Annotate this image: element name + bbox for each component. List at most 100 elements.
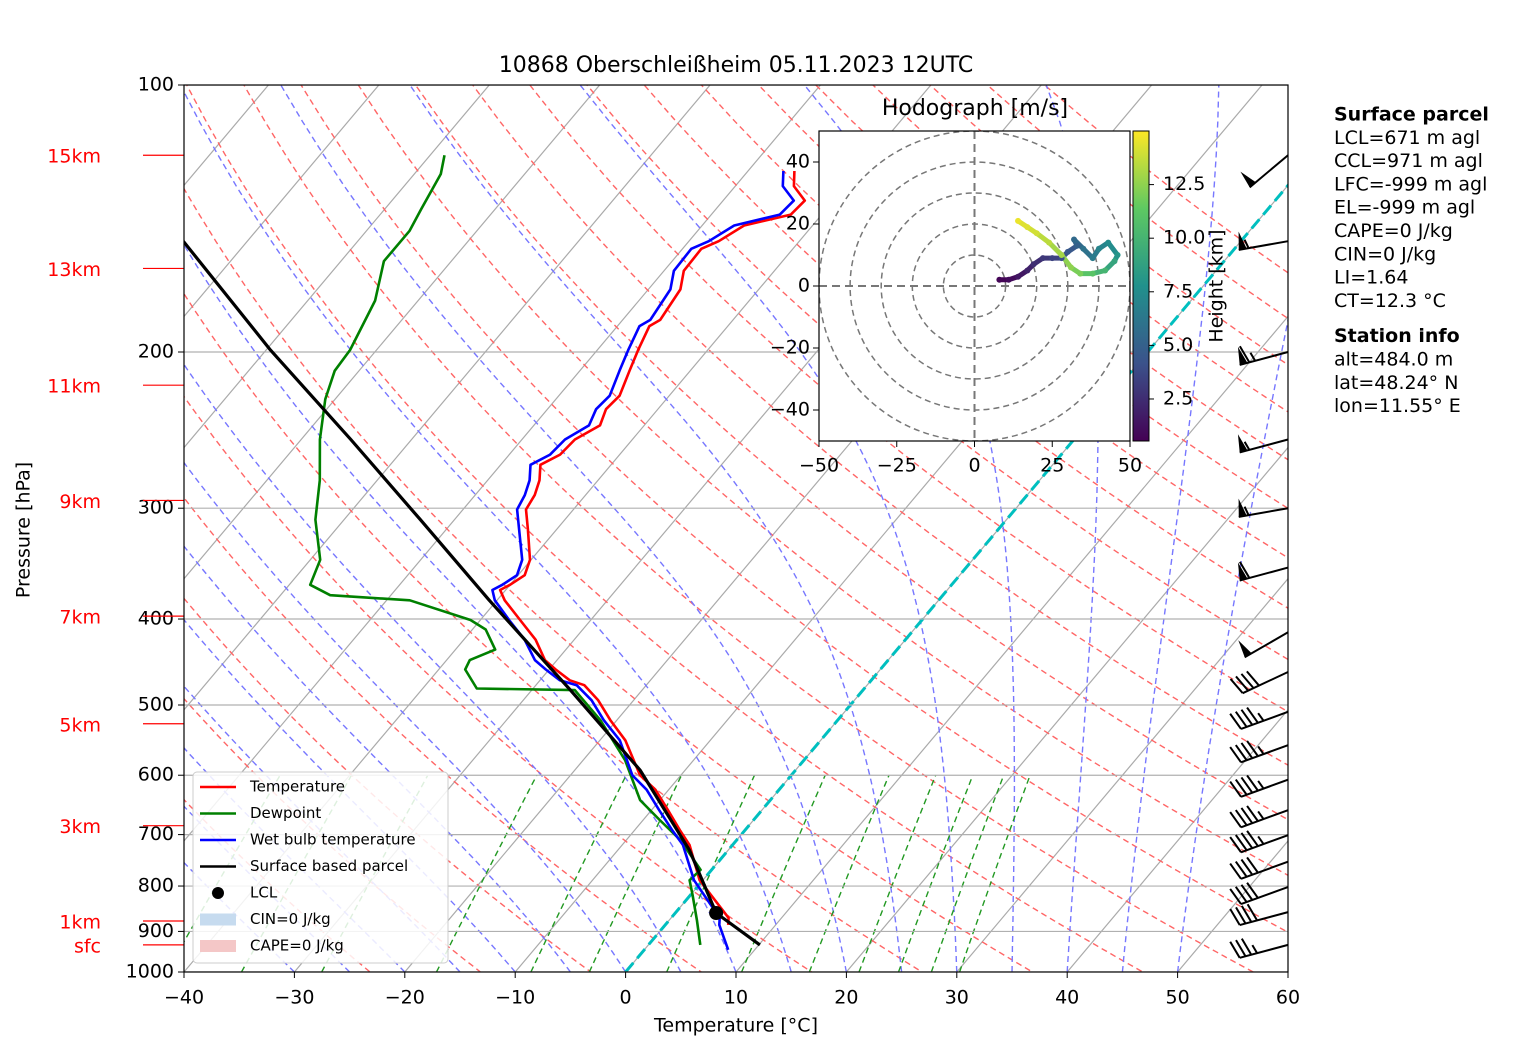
info-line: lon=11.55° E — [1334, 395, 1461, 417]
hodograph-point — [1090, 255, 1096, 261]
x-tick-label: −40 — [164, 987, 204, 1009]
hodograph-point — [1074, 243, 1080, 249]
lcl-marker — [709, 906, 723, 920]
height-label: 15km — [47, 146, 101, 168]
colorbar-tick-label: 12.5 — [1163, 173, 1205, 195]
height-label: 11km — [47, 376, 101, 398]
height-label: 5km — [59, 714, 101, 736]
legend-label: Wet bulb temperature — [250, 831, 416, 849]
y-tick-label: 800 — [138, 875, 174, 897]
y-tick-label: 40 — [786, 151, 810, 173]
hodograph-point — [1049, 255, 1055, 261]
y-tick-label: 400 — [138, 608, 174, 630]
info-line: CAPE=0 J/kg — [1334, 220, 1453, 242]
y-tick-label: 700 — [138, 823, 174, 845]
y-tick-label: 20 — [786, 213, 810, 235]
y-axis-label: Pressure [hPa] — [13, 462, 35, 598]
x-tick-label: −30 — [274, 987, 314, 1009]
height-label: 7km — [59, 607, 101, 629]
hodograph-point — [1034, 230, 1040, 236]
info-line: CT=12.3 °C — [1334, 290, 1446, 312]
colorbar-tick-label: 7.5 — [1163, 280, 1193, 302]
info-line: lat=48.24° N — [1334, 372, 1458, 394]
hodograph-point — [1024, 224, 1030, 230]
legend-label: Temperature — [249, 778, 345, 796]
y-tick-label: 0 — [798, 275, 810, 297]
hodograph-point — [1024, 268, 1030, 274]
height-label: 9km — [59, 491, 101, 513]
info-title: Station info — [1334, 325, 1460, 347]
x-axis-label: Temperature [°C] — [653, 1015, 818, 1037]
legend-label: Surface based parcel — [250, 857, 408, 875]
hodograph-point — [1080, 246, 1086, 252]
x-tick-label: 60 — [1276, 987, 1300, 1009]
info-line: LI=1.64 — [1334, 267, 1408, 289]
hodograph-point — [1071, 237, 1077, 243]
x-tick-label: 40 — [1055, 987, 1079, 1009]
hodograph-point — [1111, 258, 1117, 264]
x-tick-label: 0 — [620, 987, 632, 1009]
y-tick-label: 900 — [138, 920, 174, 942]
x-tick-label: −20 — [385, 987, 425, 1009]
hodograph-point — [1102, 268, 1108, 274]
y-tick-label: 600 — [138, 764, 174, 786]
info-line: CCL=971 m agl — [1334, 150, 1483, 172]
hodograph: −50 −25 0 25 50 −40 −20 0 20 40 2.5 5.0 7.5 10.0 12.5 — [770, 131, 1205, 477]
x-tick-label: 50 — [1166, 987, 1190, 1009]
y-tick-label: 500 — [138, 693, 174, 715]
legend-label: LCL — [250, 884, 278, 902]
info-line: CIN=0 J/kg — [1334, 243, 1436, 265]
info-line: EL=-999 m agl — [1334, 197, 1475, 219]
hodograph-point — [1006, 277, 1012, 283]
x-tick-label: −50 — [799, 455, 839, 477]
hodograph-title: Hodograph [m/s] — [882, 96, 1068, 121]
legend-swatch — [200, 940, 236, 952]
hodograph-point — [1065, 249, 1071, 255]
legend-label: CIN=0 J/kg — [250, 910, 331, 928]
legend: Temperature Dewpoint Wet bulb temperature S… — [193, 772, 448, 963]
hodograph-point — [1090, 271, 1096, 277]
hodograph-point — [1059, 252, 1065, 258]
info-title: Surface parcel — [1334, 104, 1489, 126]
x-tick-label: 10 — [724, 987, 748, 1009]
colorbar-tick-label: 2.5 — [1163, 387, 1193, 409]
height-label: 1km — [59, 912, 101, 934]
legend-swatch — [200, 914, 236, 926]
colorbar-tick-label: 10.0 — [1163, 227, 1205, 249]
legend-swatch — [212, 887, 224, 899]
info-line: LCL=671 m agl — [1334, 127, 1480, 149]
x-tick-label: −10 — [495, 987, 535, 1009]
x-tick-label: −25 — [877, 455, 917, 477]
x-tick-label: 50 — [1118, 455, 1142, 477]
height-label: sfc — [74, 935, 101, 957]
y-tick-label: −20 — [770, 337, 810, 359]
hodograph-point — [996, 277, 1002, 283]
height-label: 13km — [47, 259, 101, 281]
x-tick-label: 30 — [945, 987, 969, 1009]
hodograph-point — [1105, 240, 1111, 246]
x-tick-label: 25 — [1040, 455, 1064, 477]
hodograph-point — [1015, 274, 1021, 280]
info-line: alt=484.0 m — [1334, 349, 1453, 371]
colorbar-tick-label: 5.0 — [1163, 334, 1193, 356]
legend-label: CAPE=0 J/kg — [250, 937, 344, 955]
y-tick-label: 1000 — [126, 961, 174, 983]
chart-title: 10868 Oberschleißheim 05.11.2023 12UTC — [499, 53, 974, 78]
height-label: 3km — [59, 816, 101, 838]
legend-label: Dewpoint — [250, 804, 321, 822]
y-tick-label: −40 — [770, 399, 810, 421]
hodograph-point — [1015, 218, 1021, 224]
hodograph-point — [1115, 252, 1121, 258]
info-line: LFC=-999 m agl — [1334, 173, 1487, 195]
y-tick-label: 100 — [138, 74, 174, 96]
hodograph-point — [1046, 240, 1052, 246]
hodograph-point — [1040, 255, 1046, 261]
colorbar-label: Height [km] — [1206, 229, 1228, 342]
x-tick-label: 20 — [834, 987, 858, 1009]
x-tick-label: 0 — [968, 455, 980, 477]
y-tick-label: 200 — [138, 341, 174, 363]
hodograph-point — [1068, 264, 1074, 270]
hodograph-point — [1096, 246, 1102, 252]
hodograph-point — [1077, 271, 1083, 277]
